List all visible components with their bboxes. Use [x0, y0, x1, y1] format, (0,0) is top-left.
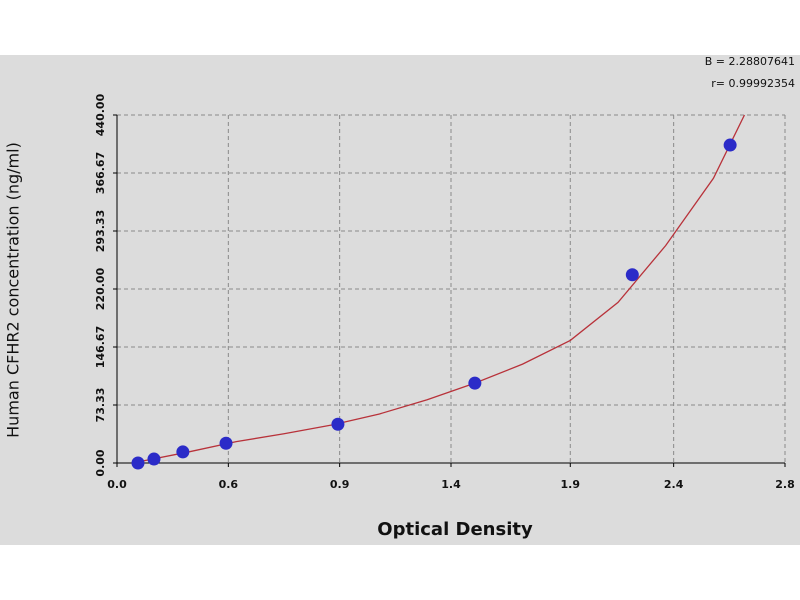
y-tick-label: 73.33: [94, 388, 107, 423]
y-tick-label: 146.67: [94, 326, 107, 368]
x-tick-label: 2.8: [775, 478, 795, 491]
x-tick-label: 0.6: [219, 478, 239, 491]
fit-curve: [135, 114, 746, 464]
data-point: [176, 445, 190, 459]
x-axis-label: Optical Density: [377, 519, 533, 540]
data-point: [468, 376, 482, 390]
y-tick-label: 440.00: [94, 93, 107, 136]
data-point: [219, 436, 233, 450]
data-point: [723, 138, 737, 152]
data-point: [131, 456, 145, 470]
data-point: [331, 417, 345, 431]
data-point: [625, 268, 639, 282]
x-tick-label: 2.4: [664, 478, 684, 491]
data-point: [147, 452, 161, 466]
y-axis-label: Human CFHR2 concentration (ng/ml): [4, 142, 23, 438]
y-tick-label: 293.33: [94, 210, 107, 252]
annotation: B = 2.28807641: [705, 55, 795, 68]
y-tick-label: 0.00: [94, 449, 107, 476]
x-tick-label: 1.4: [441, 478, 461, 491]
x-tick-label: 0.0: [107, 478, 127, 491]
chart-background: [0, 55, 800, 545]
y-tick-label: 366.67: [94, 152, 107, 194]
x-tick-label: 1.9: [561, 478, 581, 491]
x-tick-label: 0.9: [330, 478, 350, 491]
annotation: r= 0.99992354: [711, 77, 795, 90]
y-tick-label: 220.00: [94, 267, 107, 310]
